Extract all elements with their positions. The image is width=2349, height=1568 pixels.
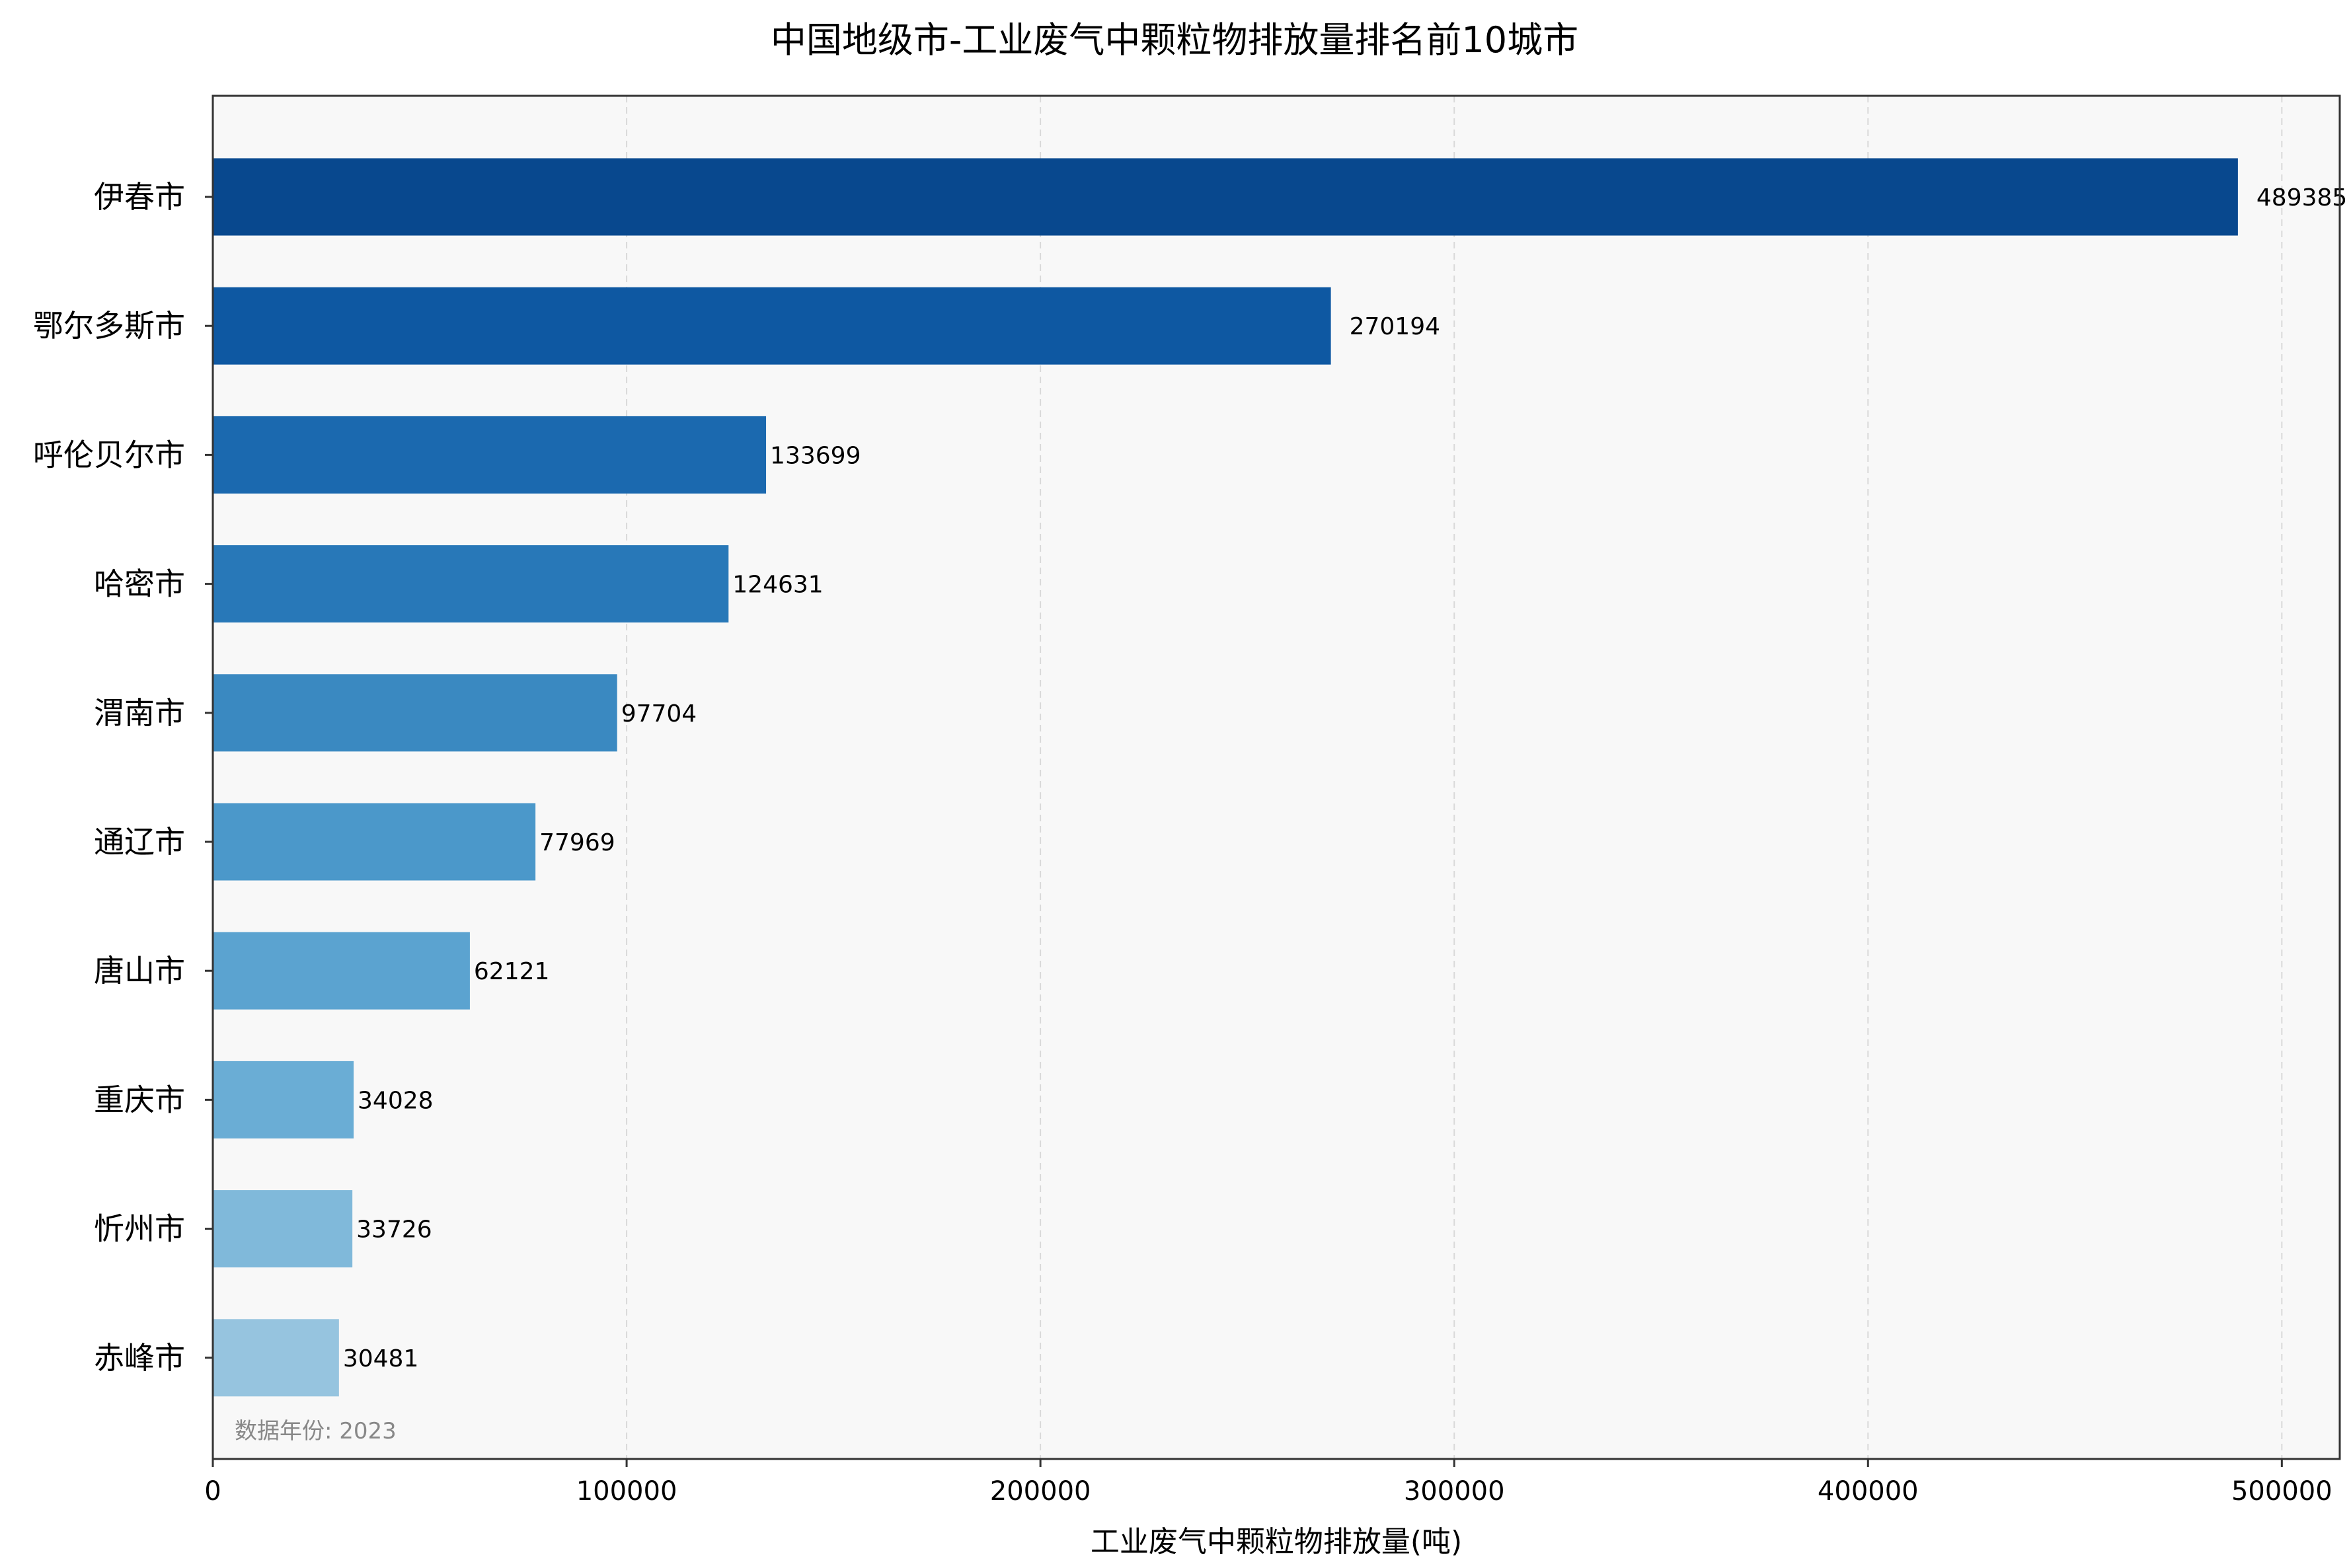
- bar: [213, 803, 536, 881]
- bar: [213, 158, 2238, 236]
- value-label: 270194: [1350, 313, 1440, 340]
- y-tick-label: 重庆市: [94, 1082, 185, 1117]
- y-tick-label: 鄂尔多斯市: [33, 308, 185, 344]
- plot-frame: [212, 94, 2341, 1460]
- y-tick-label: 呼伦贝尔市: [33, 437, 185, 472]
- y-tick-label: 忻州市: [94, 1211, 185, 1247]
- bar: [213, 545, 729, 623]
- value-label: 30481: [343, 1345, 419, 1372]
- value-label: 77969: [539, 829, 615, 856]
- y-tick-label: 通辽市: [94, 824, 185, 860]
- y-tick-label: 哈密市: [94, 566, 185, 602]
- y-tick-label: 唐山市: [94, 953, 185, 989]
- chart-title: 中国地级市-工业废气中颗粒物排放量排名前10城市: [771, 19, 1578, 61]
- x-tick-label: 100000: [576, 1476, 677, 1507]
- x-tick-labels: 0 100000 200000 300000 400000 500000: [204, 1459, 2332, 1507]
- bar: [213, 287, 1331, 365]
- bar: [213, 1061, 354, 1139]
- value-label: 124631: [732, 572, 823, 599]
- value-label: 33726: [356, 1216, 432, 1244]
- bar: [213, 1319, 339, 1397]
- bar: [213, 416, 767, 494]
- y-tick-label: 伊春市: [94, 179, 185, 215]
- data-year-annotation: 数据年份: 2023: [235, 1418, 397, 1444]
- value-labels: 489385 270194 133699 124631 97704 77969 62121 3…: [343, 184, 2347, 1372]
- x-tick-label: 300000: [1404, 1476, 1505, 1507]
- value-label: 133699: [770, 442, 861, 469]
- y-tick-label: 赤峰市: [94, 1340, 185, 1376]
- x-tick-label: 400000: [1818, 1476, 1919, 1507]
- x-tick-label: 500000: [2231, 1476, 2332, 1507]
- x-tick-label: 0: [204, 1476, 221, 1507]
- x-axis-label: 工业废气中颗粒物排放量(吨): [1091, 1525, 1462, 1559]
- bars: [213, 158, 2238, 1397]
- y-tick-label: 渭南市: [94, 695, 185, 731]
- x-tick-label: 200000: [990, 1476, 1091, 1507]
- bar: [213, 674, 617, 752]
- bar: [213, 932, 470, 1010]
- value-label: 97704: [621, 700, 697, 728]
- value-label: 62121: [474, 958, 550, 985]
- value-label: 34028: [358, 1087, 434, 1114]
- value-label: 489385: [2256, 184, 2347, 211]
- bar: [213, 1190, 353, 1268]
